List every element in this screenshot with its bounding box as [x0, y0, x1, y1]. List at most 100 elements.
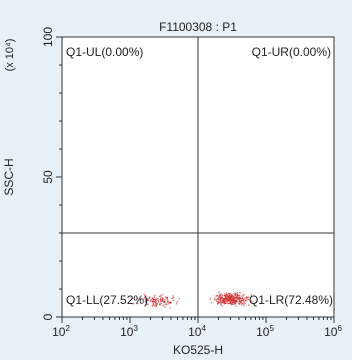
data-point	[242, 297, 244, 299]
data-point	[152, 303, 155, 305]
data-point	[248, 304, 250, 306]
data-point	[222, 302, 224, 304]
data-point	[150, 299, 152, 301]
data-point	[239, 297, 241, 300]
data-point	[220, 297, 222, 299]
data-point	[228, 292, 230, 295]
data-point	[224, 293, 226, 295]
data-point	[160, 295, 162, 297]
data-point	[228, 302, 230, 305]
data-point	[238, 302, 240, 305]
data-point	[244, 302, 246, 305]
quadrant-label-ul: Q1-UL(0.00%)	[66, 45, 143, 59]
data-point	[230, 301, 232, 303]
data-point	[226, 299, 229, 302]
data-point	[221, 302, 223, 304]
data-point	[160, 303, 162, 305]
data-point	[140, 298, 142, 300]
data-point	[227, 296, 229, 298]
data-point	[242, 296, 244, 298]
data-point	[164, 299, 166, 301]
data-point	[231, 299, 233, 302]
data-point	[156, 302, 158, 304]
data-point	[224, 295, 226, 297]
data-point	[148, 297, 150, 299]
data-point	[228, 299, 231, 301]
data-point	[157, 297, 159, 300]
data-point	[145, 295, 147, 297]
data-point	[144, 297, 146, 299]
data-point	[146, 303, 148, 306]
data-point	[221, 297, 223, 299]
data-point	[154, 298, 157, 300]
data-point	[172, 299, 175, 302]
data-point	[217, 302, 219, 305]
data-point	[223, 302, 225, 304]
data-point	[245, 300, 247, 302]
data-point	[219, 293, 221, 295]
data-point	[226, 297, 228, 299]
data-point	[147, 303, 149, 305]
data-point	[224, 302, 226, 304]
data-point	[226, 293, 228, 296]
data-point	[217, 298, 219, 300]
data-point	[155, 305, 157, 307]
y-tick-label: 50	[41, 170, 55, 184]
data-point	[225, 298, 227, 301]
data-point	[160, 300, 163, 302]
data-point	[241, 302, 243, 305]
data-point	[226, 298, 229, 301]
data-point	[155, 304, 157, 306]
data-point	[165, 297, 168, 299]
data-point	[145, 299, 147, 301]
data-point	[159, 301, 162, 303]
data-point	[155, 298, 158, 300]
data-point	[145, 300, 147, 303]
data-point	[219, 294, 221, 296]
data-point	[152, 300, 154, 302]
data-point	[226, 292, 228, 294]
data-point	[220, 300, 222, 303]
data-point	[228, 303, 231, 305]
x-axis-label: KO525-H	[173, 343, 223, 357]
y-axis-label: SSC-H	[2, 158, 16, 195]
data-point	[164, 296, 167, 298]
data-point	[232, 297, 234, 299]
data-point	[248, 296, 250, 298]
data-point	[152, 297, 154, 299]
data-point	[153, 298, 156, 300]
data-point	[167, 299, 169, 301]
data-point	[161, 300, 163, 302]
data-point	[132, 303, 134, 305]
data-point	[222, 300, 225, 302]
data-point	[237, 298, 239, 300]
data-point	[236, 293, 239, 295]
data-point	[215, 298, 217, 301]
data-point	[137, 303, 139, 305]
data-point	[164, 306, 166, 308]
x-tick-label: 102	[52, 324, 70, 339]
data-point	[241, 295, 243, 297]
data-point	[151, 305, 153, 307]
data-point	[154, 301, 157, 304]
x-tick-label: 104	[188, 324, 206, 339]
data-point	[217, 295, 219, 297]
data-point	[143, 293, 145, 296]
data-point	[232, 301, 234, 303]
data-point	[235, 300, 237, 302]
data-point	[229, 296, 231, 298]
data-point	[236, 297, 238, 300]
data-point	[237, 301, 239, 303]
data-point	[246, 296, 248, 298]
data-point	[226, 302, 228, 304]
data-point	[234, 294, 236, 296]
data-point	[231, 302, 233, 304]
data-point	[147, 299, 149, 302]
data-point	[246, 297, 248, 299]
data-point	[227, 299, 229, 301]
data-point	[171, 297, 173, 299]
data-point	[235, 305, 237, 307]
data-point	[226, 295, 229, 297]
data-point	[218, 299, 220, 301]
data-point	[152, 301, 154, 303]
